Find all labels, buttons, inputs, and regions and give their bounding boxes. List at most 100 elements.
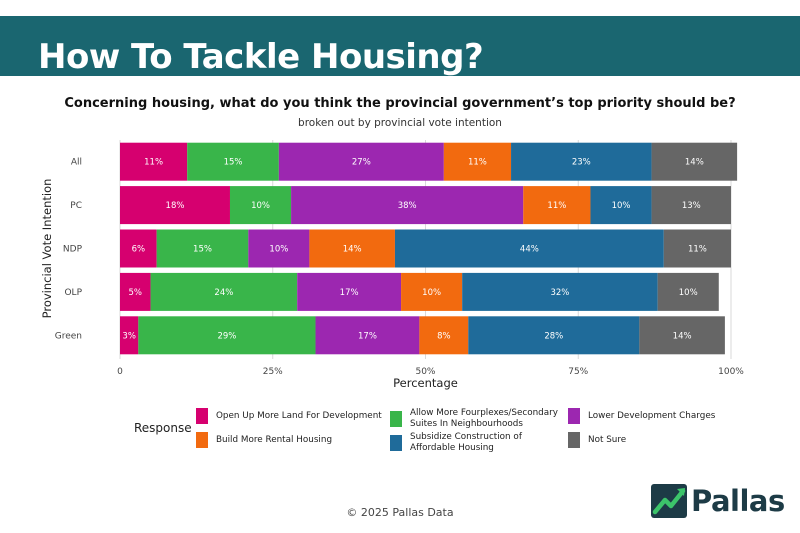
legend-label: Lower Development Charges <box>588 410 716 421</box>
y-category-label: All <box>71 158 82 168</box>
x-axis-label: Percentage <box>393 376 458 390</box>
legend-item-not-sure: Not Sure <box>568 432 626 448</box>
bar-segment <box>138 316 316 355</box>
x-tick-label: 50% <box>415 367 435 377</box>
x-tick-label: 25% <box>263 367 283 377</box>
pallas-chart-logo-icon <box>651 484 687 518</box>
bar-data-label: 5% <box>129 288 143 298</box>
x-tick-label: 100% <box>718 367 744 377</box>
bar-data-label: 28% <box>544 331 563 341</box>
bar-segment <box>657 272 719 311</box>
bar-segment <box>156 229 249 268</box>
bar-data-label: 10% <box>251 201 270 211</box>
bar-data-label: 8% <box>437 331 451 341</box>
chart-title: Concerning housing, what do you think th… <box>64 96 736 111</box>
bar-segment <box>309 229 395 268</box>
title-banner: How To Tackle Housing? <box>0 16 800 77</box>
bar-segment <box>248 229 310 268</box>
bar-segment <box>394 229 664 268</box>
bar-data-label: 44% <box>520 245 539 255</box>
bar-data-label: 3% <box>122 331 136 341</box>
bar-segment <box>120 229 157 268</box>
legend-label: Allow More Fourplexes/Secondary Suites I… <box>410 408 558 429</box>
bar-data-label: 27% <box>352 158 371 168</box>
bar-data-label: 11% <box>468 158 487 168</box>
bar-segment <box>278 142 444 181</box>
legend-label: Not Sure <box>588 434 627 445</box>
bar-data-label: 10% <box>422 288 441 298</box>
pallas-logo: Pallas <box>651 484 785 518</box>
x-tick-label: 75% <box>568 367 588 377</box>
legend-item-build-more-rental: Build More Rental Housing <box>196 432 332 448</box>
legend-item-subsidize-construction: Subsidize Construction of Affordable Hou… <box>390 432 522 454</box>
bar-segment <box>120 186 230 225</box>
legend-swatch <box>390 435 402 451</box>
y-category-label: OLP <box>64 288 82 298</box>
bar-segment <box>462 272 658 311</box>
chart-subtitle: broken out by provincial vote intention <box>298 117 502 129</box>
copyright-footer: © 2025 Pallas Data <box>346 506 454 519</box>
bar-data-label: 6% <box>132 245 146 255</box>
legend-title: Response <box>134 421 192 435</box>
bar-data-label: 11% <box>144 158 163 168</box>
bar-data-label: 14% <box>343 245 362 255</box>
legend-swatch <box>568 408 580 424</box>
bar-segment <box>120 272 151 311</box>
bar-segment <box>639 316 725 355</box>
bar-data-label: 10% <box>679 288 698 298</box>
bar-data-label: 11% <box>688 245 707 255</box>
y-axis-label: Provincial Vote Intention <box>40 179 54 319</box>
y-category-label: PC <box>70 201 82 211</box>
bar-segment <box>651 142 738 181</box>
bar-data-label: 10% <box>612 201 631 211</box>
bar-data-label: 14% <box>673 331 692 341</box>
bar-data-label: 23% <box>572 158 591 168</box>
bar-segment <box>523 186 591 225</box>
y-category-label: NDP <box>63 245 83 255</box>
bar-segment <box>590 186 652 225</box>
bar-data-label: 17% <box>340 288 359 298</box>
bar-data-label: 17% <box>358 331 377 341</box>
bar-segment <box>120 316 139 355</box>
bar-data-label: 14% <box>685 158 704 168</box>
bar-data-label: 38% <box>398 201 417 211</box>
bar-segment <box>150 272 298 311</box>
legend-item-lower-development-charges: Lower Development Charges <box>568 408 715 424</box>
bar-segment <box>468 316 640 355</box>
bar-data-label: 32% <box>550 288 569 298</box>
stacked-bar-chart: 0 25% 50% 75% 100% Percentage Provincial Vote … <box>40 140 744 390</box>
legend-swatch <box>568 432 580 448</box>
bar-data-label: 18% <box>166 201 185 211</box>
legend-swatch <box>196 408 208 424</box>
bar-segment <box>443 142 512 181</box>
logo-text: Pallas <box>691 484 785 518</box>
x-tick-label: 0 <box>117 367 123 377</box>
bar-data-label: 24% <box>214 288 233 298</box>
bar-data-label: 13% <box>682 201 701 211</box>
bar-segment <box>187 142 279 181</box>
bar-segment <box>297 272 402 311</box>
bar-data-label: 10% <box>269 245 288 255</box>
bar-segment <box>229 186 292 225</box>
legend-swatch <box>196 432 208 448</box>
bar-data-label: 29% <box>217 331 236 341</box>
bar-segment <box>401 272 463 311</box>
bar-segment <box>419 316 469 355</box>
bar-data-label: 11% <box>547 201 566 211</box>
legend-label: Subsidize Construction of Affordable Hou… <box>410 432 522 453</box>
bar-segment <box>511 142 652 181</box>
bar-segment <box>651 186 731 225</box>
legend-item-open-up-more-land: Open Up More Land For Development <box>196 408 382 424</box>
legend-label: Build More Rental Housing <box>216 434 333 445</box>
legend-label: Open Up More Land For Development <box>216 410 382 421</box>
bar-data-label: 15% <box>193 245 212 255</box>
legend-item-allow-more-fourplexes: Allow More Fourplexes/Secondary Suites I… <box>390 408 558 430</box>
legend-swatch <box>390 411 402 427</box>
bar-segment <box>315 316 420 355</box>
bar-segment <box>291 186 524 225</box>
bar-segment <box>120 142 188 181</box>
bar-data-label: 15% <box>224 158 243 168</box>
bar-segment <box>663 229 731 268</box>
y-category-label: Green <box>55 331 82 341</box>
page-title: How To Tackle Housing? <box>38 37 484 77</box>
